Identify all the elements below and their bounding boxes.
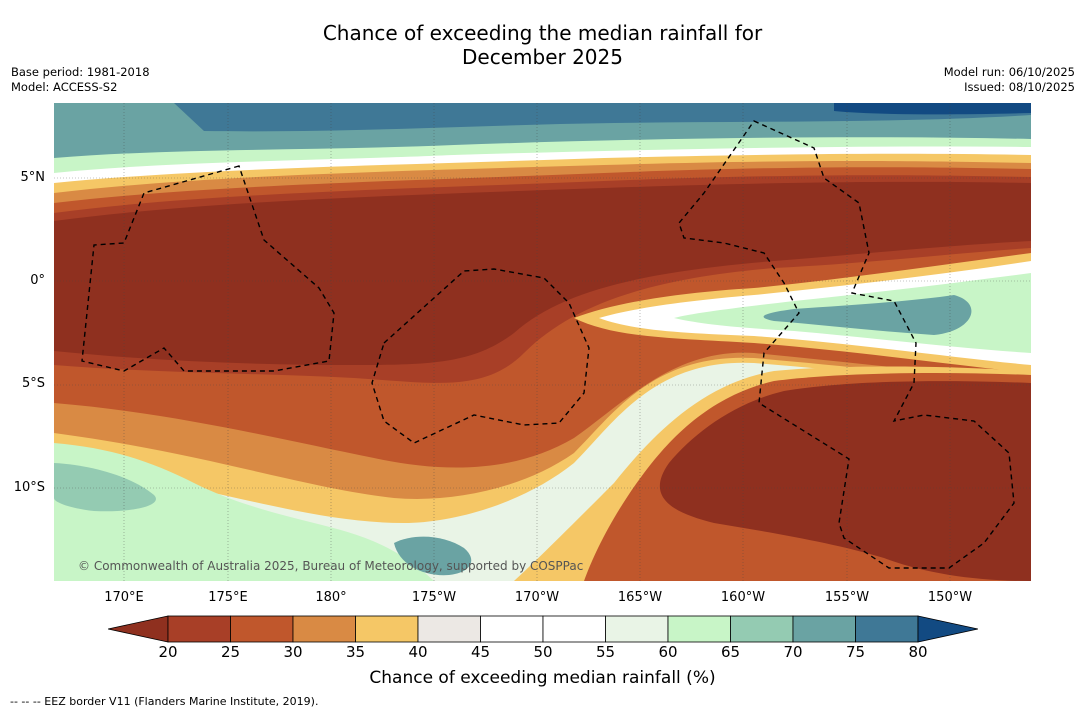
- colorbar-segment: [292, 615, 356, 643]
- colorbar-tick-label: 25: [220, 643, 241, 661]
- colorbar-tick-label: 20: [158, 643, 178, 661]
- colorbar-tick-label: 75: [845, 643, 866, 661]
- colorbar-tick-label: 30: [283, 643, 303, 661]
- meta-right: Model run: 06/10/2025 Issued: 08/10/2025: [944, 65, 1075, 95]
- lat-label-5s: 5°S: [21, 376, 45, 391]
- region-north-deep: [174, 103, 1031, 132]
- colorbar-segment: [855, 615, 919, 643]
- lon-label-160w: 160°W: [720, 590, 766, 605]
- lat-label-5n: 5°N: [20, 170, 46, 185]
- colorbar-segment: [417, 615, 481, 643]
- lat-label-0: 0°: [30, 273, 45, 288]
- colorbar-segment: [480, 615, 544, 643]
- eez-borders: [81, 120, 1015, 569]
- colorbar-under-arrow: [108, 615, 169, 643]
- region-sw-teal: [54, 463, 156, 512]
- base-period: Base period: 1981-2018: [11, 65, 150, 79]
- region-north-green: [54, 137, 1031, 178]
- colorbar-label: Chance of exceeding median rainfall (%): [369, 668, 716, 688]
- model-name: Model: ACCESS-S2: [11, 80, 118, 94]
- colorbar-segment: [605, 615, 669, 643]
- colorbar-tick-label: 45: [470, 643, 491, 661]
- colorbar-segment: [355, 615, 419, 643]
- title-line-2: December 2025: [462, 45, 623, 69]
- colorbar-tick-label: 50: [533, 643, 553, 661]
- region-sw-teal-2: [394, 536, 472, 576]
- colorbar-tick-label: 40: [408, 643, 428, 661]
- eez-footnote: -- -- -- EEZ border V11 (Flanders Marine…: [10, 695, 319, 708]
- colorbar-tick-label: 65: [720, 643, 741, 661]
- graticule: [54, 103, 1031, 581]
- map-title: Chance of exceeding the median rainfall …: [0, 21, 1085, 69]
- colorbar-segment: [730, 615, 794, 643]
- region-north-darkest: [834, 103, 1031, 115]
- lon-label-150w: 150°W: [927, 590, 973, 605]
- lon-label-175e: 175°E: [208, 590, 248, 605]
- meta-left: Base period: 1981-2018 Model: ACCESS-S2: [11, 65, 150, 95]
- issued-date: Issued: 08/10/2025: [964, 80, 1075, 94]
- title-line-1: Chance of exceeding the median rainfall …: [322, 21, 763, 45]
- lon-label-165w: 165°W: [617, 590, 663, 605]
- colorbar-segment: [542, 615, 606, 643]
- colorbar: [108, 615, 978, 643]
- colorbar-tick-label: 60: [658, 643, 678, 661]
- lon-label-170e: 170°E: [104, 590, 144, 605]
- colorbar-tick-label: 80: [908, 643, 928, 661]
- colorbar-segment: [667, 615, 731, 643]
- lon-label-175w: 175°W: [411, 590, 457, 605]
- lat-label-10s: 10°S: [13, 480, 45, 495]
- region-dry-15: [54, 181, 1031, 365]
- model-run: Model run: 06/10/2025: [943, 65, 1075, 79]
- colorbar-tick-label: 70: [783, 643, 803, 661]
- lon-label-180: 180°: [315, 590, 347, 605]
- colorbar-tick-label: 55: [595, 643, 616, 661]
- region-sw-green: [54, 443, 434, 581]
- colorbar-segment: [230, 615, 294, 643]
- rainfall-map: [54, 103, 1031, 581]
- colorbar-segment: [167, 615, 231, 643]
- copyright-text: © Commonwealth of Australia 2025, Bureau…: [78, 559, 584, 573]
- colorbar-over-arrow: [917, 615, 978, 643]
- colorbar-segment: [792, 615, 856, 643]
- region-wet-tongue-teal: [763, 295, 972, 335]
- lon-label-155w: 155°W: [824, 590, 870, 605]
- colorbar-tick-label: 35: [345, 643, 366, 661]
- lon-label-170w: 170°W: [514, 590, 560, 605]
- region-se-dry-15: [659, 381, 1031, 581]
